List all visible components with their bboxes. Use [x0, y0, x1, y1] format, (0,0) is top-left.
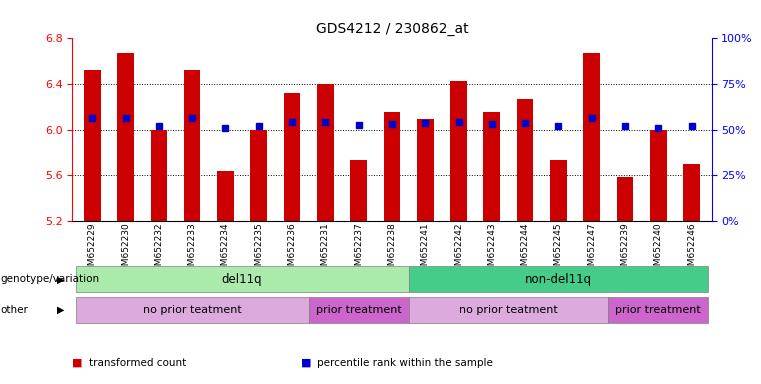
Bar — [75, 297, 309, 323]
Bar — [409, 266, 708, 292]
Bar — [384, 113, 400, 221]
Text: no prior teatment: no prior teatment — [143, 305, 241, 315]
Bar — [317, 84, 333, 221]
Bar — [616, 177, 633, 221]
Text: ■: ■ — [72, 358, 83, 368]
Text: ▶: ▶ — [57, 274, 65, 285]
Bar — [250, 130, 267, 221]
Bar — [608, 297, 708, 323]
Bar — [451, 81, 466, 221]
Bar — [584, 53, 600, 221]
Text: ■: ■ — [301, 358, 311, 368]
Bar — [417, 119, 434, 221]
Bar — [350, 161, 367, 221]
Bar — [683, 164, 700, 221]
Text: no prior teatment: no prior teatment — [459, 305, 558, 315]
Bar — [75, 266, 409, 292]
Bar — [483, 113, 500, 221]
Bar — [650, 130, 667, 221]
Title: GDS4212 / 230862_at: GDS4212 / 230862_at — [316, 22, 468, 36]
Text: other: other — [1, 305, 29, 315]
Text: prior treatment: prior treatment — [316, 305, 402, 315]
Text: genotype/variation: genotype/variation — [1, 274, 100, 285]
Text: prior treatment: prior treatment — [616, 305, 701, 315]
Bar — [409, 297, 608, 323]
Text: transformed count: transformed count — [89, 358, 186, 368]
Text: non-del11q: non-del11q — [525, 273, 592, 286]
Bar — [550, 161, 567, 221]
Bar — [217, 170, 234, 221]
Text: ▶: ▶ — [57, 305, 65, 315]
Text: percentile rank within the sample: percentile rank within the sample — [317, 358, 493, 368]
Bar — [84, 70, 100, 221]
Bar — [309, 297, 409, 323]
Bar — [151, 130, 167, 221]
Bar — [284, 93, 301, 221]
Bar — [517, 99, 533, 221]
Bar — [117, 53, 134, 221]
Text: del11q: del11q — [221, 273, 263, 286]
Bar — [184, 70, 200, 221]
